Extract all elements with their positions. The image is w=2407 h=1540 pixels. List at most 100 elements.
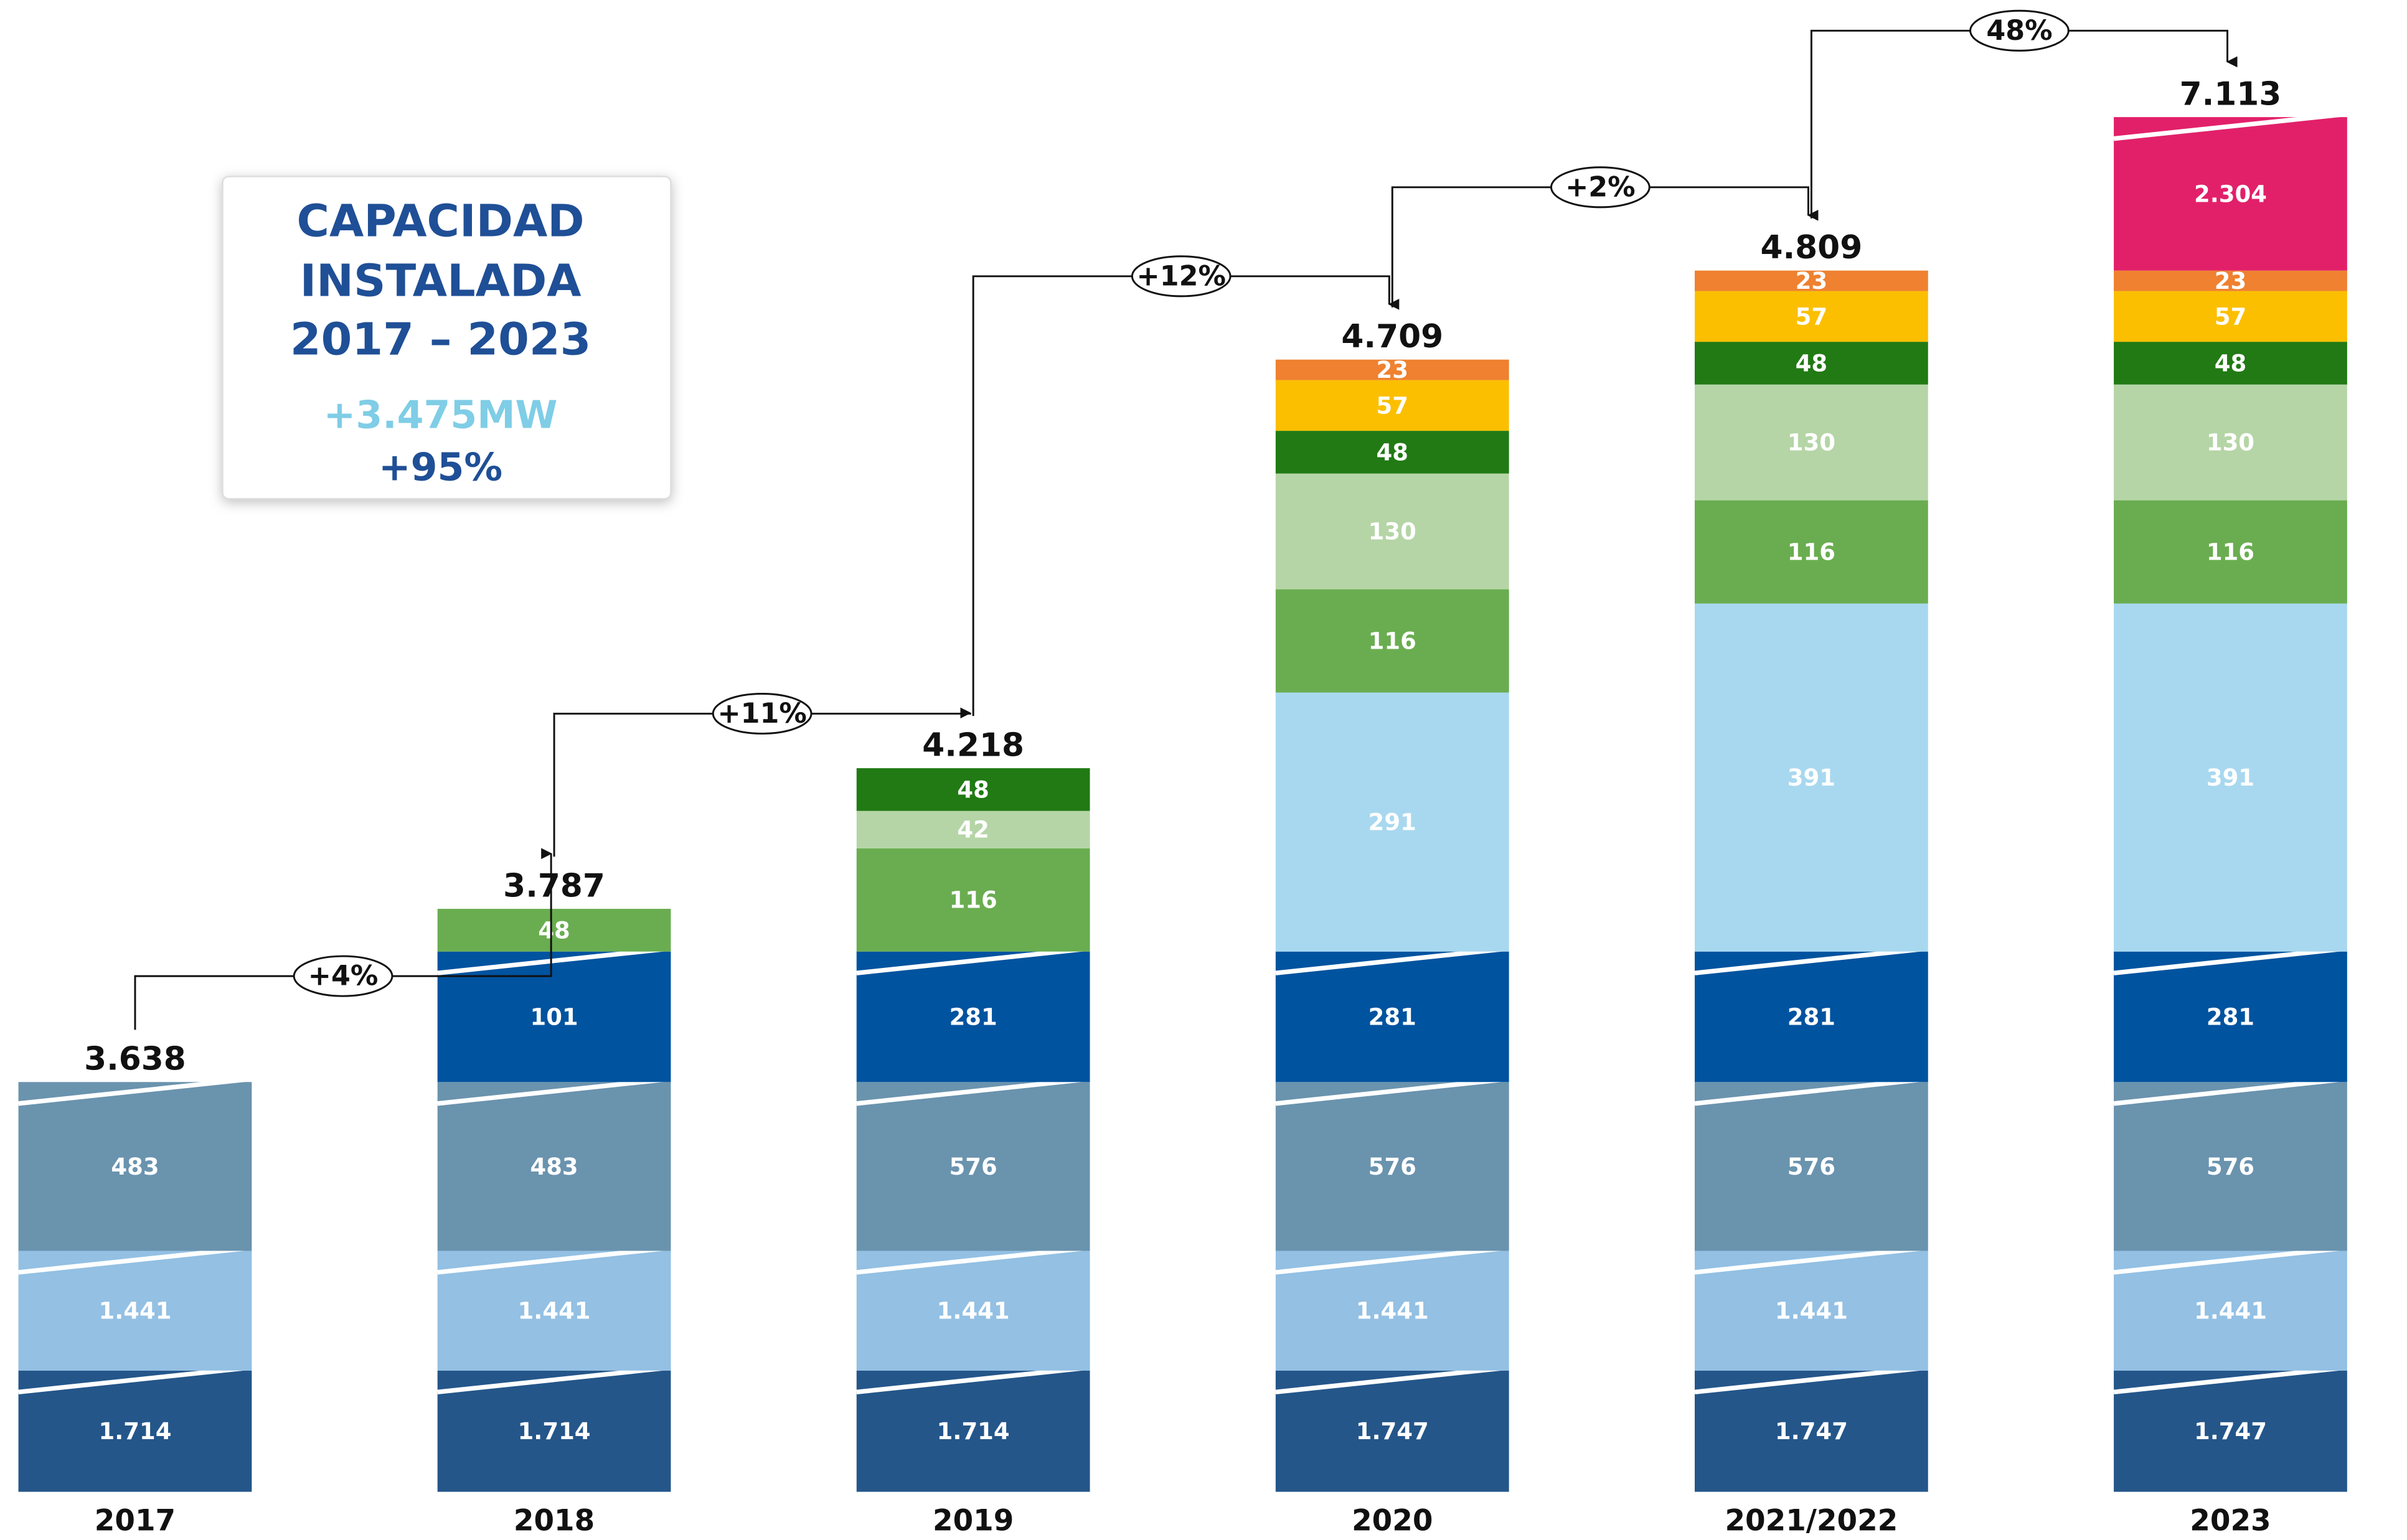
axis-break — [2113, 1076, 2348, 1106]
box-title: 2017 – 2023 — [290, 313, 591, 365]
total-label: 4.709 — [1341, 318, 1443, 355]
value-label: 1.441 — [99, 1298, 172, 1325]
value-label: 48 — [957, 776, 989, 803]
annotation-bubble — [1969, 9, 2070, 52]
bar-segment — [856, 810, 1090, 848]
value-label: 1.747 — [1775, 1418, 1848, 1445]
value-label: 391 — [1788, 764, 1835, 791]
axis-break — [437, 1245, 671, 1275]
axis-break — [1694, 1076, 1929, 1106]
axis-break — [1275, 946, 1510, 975]
annotation-bubble — [1550, 166, 1651, 209]
value-label: 116 — [1788, 539, 1835, 566]
value-label: 1.441 — [2194, 1298, 2267, 1325]
value-label: 116 — [2207, 539, 2254, 566]
bar-segment — [1694, 384, 1928, 500]
bar-segment — [1694, 951, 1928, 1082]
value-label: 576 — [1368, 1153, 1416, 1180]
value-label: 281 — [949, 1003, 997, 1030]
value-label: 576 — [949, 1153, 997, 1180]
bar-segment — [18, 1251, 252, 1371]
total-label: 4.809 — [1760, 229, 1862, 266]
bar-segment — [1694, 1082, 1928, 1251]
value-label: 48 — [538, 917, 570, 944]
annotation: +2% — [1565, 171, 1636, 203]
value-label: 1.714 — [518, 1418, 591, 1445]
axis-break — [2113, 1245, 2348, 1275]
bar-segment — [856, 848, 1090, 952]
axis-break — [437, 1076, 671, 1106]
bar-segment — [1275, 431, 1509, 474]
total-label: 7.113 — [2180, 75, 2282, 113]
x-tick-label: 2019 — [933, 1504, 1014, 1538]
bar-segment — [2114, 500, 2347, 604]
x-tick-label: 2018 — [514, 1504, 595, 1538]
value-label: 1.747 — [1356, 1418, 1429, 1445]
value-label: 57 — [1796, 303, 1827, 330]
bar-segment — [1694, 270, 1928, 291]
value-label: 1.441 — [1356, 1298, 1429, 1325]
value-label: 116 — [949, 887, 997, 914]
value-label: 391 — [2207, 764, 2254, 791]
axis-break — [2113, 1365, 2348, 1394]
annotation-bubble — [712, 692, 813, 735]
bar-segment — [437, 951, 671, 1082]
value-label: 101 — [530, 1003, 578, 1030]
bar-segment — [437, 909, 671, 952]
axis-break — [2113, 946, 2348, 975]
bar-segment — [437, 1370, 671, 1492]
bar-segment — [2114, 384, 2347, 500]
value-label: 57 — [1377, 392, 1408, 419]
axis-break — [18, 1245, 252, 1275]
value-label: 291 — [1368, 809, 1416, 836]
axis-break — [856, 1076, 1090, 1106]
box-title: INSTALADA — [300, 255, 582, 307]
info-box — [222, 176, 672, 500]
bar-segment — [1694, 291, 1928, 342]
value-label: 48 — [2215, 350, 2246, 377]
axis-break — [1275, 1245, 1510, 1275]
bar-segment — [437, 1082, 671, 1251]
bar-segment — [2114, 951, 2347, 1082]
value-label: 130 — [2207, 430, 2254, 456]
bar-segment — [2114, 1370, 2347, 1492]
bar-segment — [1275, 589, 1509, 693]
axis-break — [437, 1365, 671, 1394]
value-label: 281 — [2207, 1003, 2254, 1030]
axis-break — [1275, 1076, 1510, 1106]
annotation: +12% — [1137, 260, 1226, 292]
value-label: 130 — [1368, 519, 1416, 545]
total-label: 3.787 — [503, 867, 605, 904]
total-label: 4.218 — [922, 726, 1024, 764]
bar-segment — [2114, 270, 2347, 291]
axis-break — [856, 1365, 1090, 1394]
value-label: 116 — [1368, 628, 1416, 655]
bar-segment — [1694, 342, 1928, 385]
bar-segment — [1275, 473, 1509, 589]
bar-segment — [2114, 291, 2347, 342]
annotation-bubble — [293, 955, 393, 997]
bar-segment — [856, 1082, 1090, 1251]
value-label: 23 — [1377, 357, 1408, 383]
value-label: 42 — [957, 817, 989, 843]
annotation: +11% — [717, 698, 806, 730]
axis-break — [856, 946, 1090, 975]
bar-segment — [437, 1251, 671, 1371]
value-label: 1.714 — [937, 1418, 1010, 1445]
bar-segment — [1694, 500, 1928, 604]
bar-segment — [2114, 1082, 2347, 1251]
axis-break — [1275, 1365, 1510, 1394]
value-label: 1.714 — [99, 1418, 172, 1445]
value-label: 281 — [1368, 1003, 1416, 1030]
value-label: 130 — [1788, 430, 1835, 456]
box-title: CAPACIDAD — [297, 195, 585, 247]
value-label: 281 — [1788, 1003, 1835, 1030]
bar-segment — [1275, 692, 1509, 952]
x-tick-label: 2021/2022 — [1725, 1504, 1898, 1538]
axis-break — [1694, 1365, 1929, 1394]
value-label: 1.441 — [518, 1298, 591, 1325]
bar-segment — [1275, 380, 1509, 431]
axis-break — [18, 1076, 252, 1106]
value-label: 1.441 — [937, 1298, 1010, 1325]
value-label: 2.304 — [2194, 181, 2267, 207]
